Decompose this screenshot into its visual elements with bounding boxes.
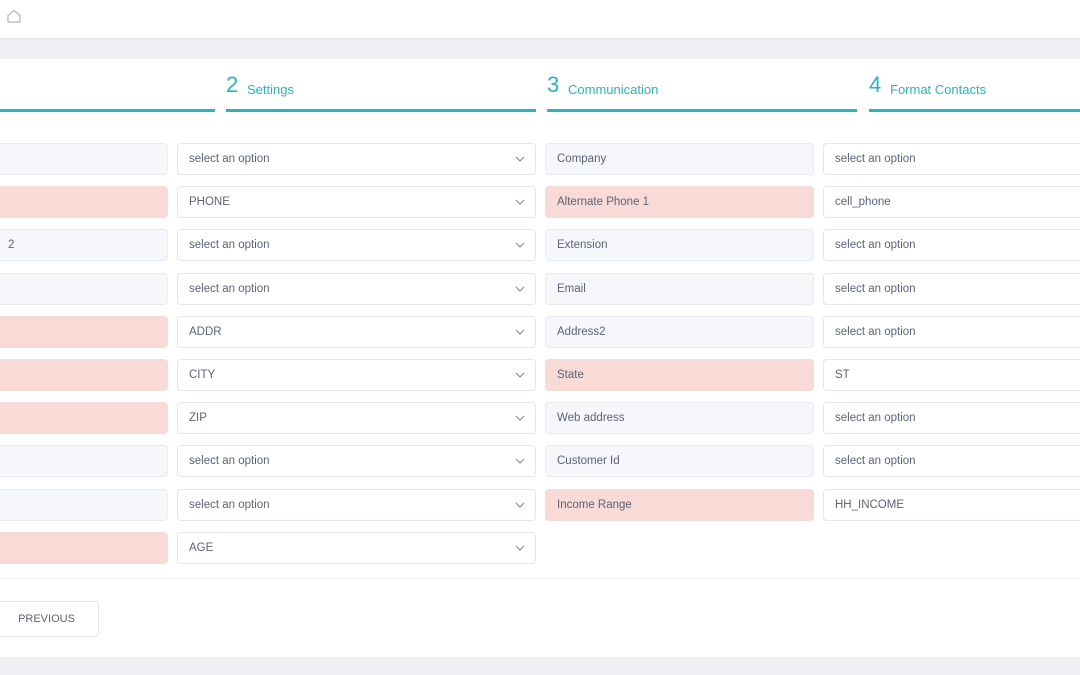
step-label: Settings [247, 82, 294, 97]
mapping-select[interactable]: ADDR [177, 316, 536, 348]
selected-value: cell_phone [835, 196, 891, 208]
step-label: Format Contacts [890, 82, 987, 97]
selected-value: ST [835, 369, 850, 381]
selected-value: ZIP [189, 412, 207, 424]
field-label: Income Range [545, 489, 814, 521]
field-label [0, 316, 168, 348]
selected-value: ADDR [189, 326, 222, 338]
wizard-steps: 2 Settings 3 Communication 4 Format Cont… [0, 59, 1080, 115]
mapping-select[interactable]: select an option [823, 273, 1080, 305]
chevron-down-icon [515, 242, 525, 248]
step-number: 3 [547, 72, 560, 97]
selected-value: select an option [835, 153, 916, 165]
chevron-down-icon [515, 545, 525, 551]
field-label [0, 359, 168, 391]
field-label [0, 273, 168, 305]
previous-button[interactable]: PREVIOUS [0, 601, 99, 637]
chevron-down-icon [515, 415, 525, 421]
selected-value: select an option [835, 326, 916, 338]
mapping-select[interactable]: select an option [177, 273, 536, 305]
field-label: Extension [545, 229, 814, 261]
selected-value: select an option [189, 455, 270, 467]
mapping-select[interactable]: select an option [823, 445, 1080, 477]
step-communication[interactable]: 3 Communication [547, 59, 857, 115]
field-label: Customer Id [545, 445, 814, 477]
mapping-select[interactable]: HH_INCOME [823, 489, 1080, 521]
field-label: Alternate Phone 1 [545, 186, 814, 218]
selected-value: select an option [189, 499, 270, 511]
field-label: Address2 [545, 316, 814, 348]
selected-value: select an option [835, 239, 916, 251]
chevron-down-icon [515, 199, 525, 205]
selected-value: AGE [189, 542, 214, 554]
field-label: State [545, 359, 814, 391]
mapping-select[interactable]: select an option [823, 229, 1080, 261]
chevron-down-icon [515, 286, 525, 292]
step-number: 2 [226, 72, 239, 97]
selected-value: select an option [835, 283, 916, 295]
mapping-select[interactable]: select an option [823, 143, 1080, 175]
mapping-select[interactable]: AGE [177, 532, 536, 564]
mapping-select[interactable]: ST [823, 359, 1080, 391]
field-label [0, 143, 168, 175]
step-bar [869, 109, 1080, 112]
mapping-select[interactable]: select an option [823, 316, 1080, 348]
mapping-select[interactable]: CITY [177, 359, 536, 391]
mapping-select[interactable]: select an option [177, 489, 536, 521]
field-label: 2 [0, 229, 168, 261]
field-label: Web address [545, 402, 814, 434]
mapping-select[interactable]: select an option [177, 445, 536, 477]
step-label: Communication [568, 82, 659, 97]
chevron-down-icon [515, 156, 525, 162]
step-1-bar [0, 109, 215, 112]
selected-value: select an option [835, 412, 916, 424]
selected-value: CITY [189, 369, 216, 381]
field-label: Email [545, 273, 814, 305]
step-1[interactable] [0, 59, 215, 115]
selected-value: HH_INCOME [835, 499, 905, 511]
step-bar [547, 109, 857, 112]
footer-divider [0, 578, 1080, 579]
home-icon[interactable] [6, 8, 22, 24]
mapping-select[interactable]: ZIP [177, 402, 536, 434]
mapping-select[interactable]: select an option [177, 229, 536, 261]
step-settings[interactable]: 2 Settings [226, 59, 536, 115]
chevron-down-icon [515, 372, 525, 378]
field-label [0, 186, 168, 218]
selected-value: PHONE [189, 196, 230, 208]
chevron-down-icon [515, 458, 525, 464]
selected-value: select an option [835, 455, 916, 467]
mapping-select[interactable]: cell_phone [823, 186, 1080, 218]
chevron-down-icon [515, 502, 525, 508]
selected-value: select an option [189, 239, 270, 251]
field-label: Company [545, 143, 814, 175]
field-label [0, 445, 168, 477]
step-number: 4 [869, 72, 882, 97]
field-label [0, 532, 168, 564]
mapping-select[interactable]: select an option [823, 402, 1080, 434]
mapping-select[interactable]: select an option [177, 143, 536, 175]
step-format-contacts[interactable]: 4 Format Contacts [869, 59, 1080, 115]
mapping-select[interactable]: PHONE [177, 186, 536, 218]
field-label [0, 489, 168, 521]
selected-value: select an option [189, 283, 270, 295]
import-wizard-card: 2 Settings 3 Communication 4 Format Cont… [0, 59, 1080, 657]
chevron-down-icon [515, 329, 525, 335]
top-bar [0, 0, 1080, 38]
step-bar [226, 109, 536, 112]
field-label [0, 402, 168, 434]
selected-value: select an option [189, 153, 270, 165]
